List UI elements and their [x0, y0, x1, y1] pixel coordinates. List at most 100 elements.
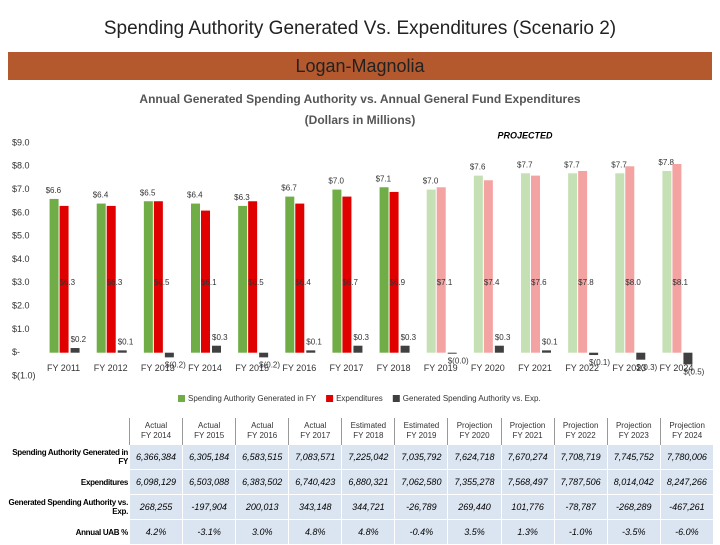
data-label: $6.5	[154, 278, 170, 287]
column-header: Projection FY 2023	[606, 418, 661, 445]
bar	[259, 352, 269, 358]
y-tick-label: $4.0	[12, 254, 30, 264]
bar	[332, 189, 342, 353]
data-label: $0.2	[71, 335, 87, 344]
y-tick-label: $6.0	[12, 207, 30, 217]
data-label: $(0.1)	[589, 358, 610, 367]
data-label: $7.8	[578, 278, 594, 287]
row-label: Generated Spending Authority vs. Exp.	[6, 494, 130, 520]
slide-title: Spending Authority Generated Vs. Expendi…	[103, 18, 617, 39]
y-tick-label: $8.0	[12, 161, 30, 171]
x-tick-label: FY 2020	[471, 363, 505, 373]
column-header: Projection FY 2022	[553, 418, 608, 445]
bar	[238, 205, 248, 353]
data-label: $7.0	[423, 177, 439, 186]
column-header: Actual FY 2015	[182, 418, 236, 445]
table-cell: 7,624,718	[447, 444, 502, 470]
table-cell: 6,366,384	[128, 444, 184, 470]
data-label: $6.3	[234, 193, 250, 202]
bar	[400, 345, 410, 353]
table-cell: 3.0%	[235, 519, 290, 545]
table-cell: -467,261	[659, 494, 715, 520]
column-status: Projection	[456, 421, 493, 430]
table-cell: 3.5%	[447, 519, 502, 545]
x-tick-label: FY 2011	[47, 363, 80, 373]
column-header: Actual FY 2017	[288, 418, 342, 445]
table-cell: -0.4%	[394, 519, 449, 545]
bar	[49, 198, 59, 353]
column-status: Estimated	[350, 421, 387, 430]
column-year: FY 2016	[247, 431, 278, 440]
chart-title: Annual Generated Spending Authority vs. …	[139, 92, 580, 106]
bar	[153, 201, 163, 353]
table-cell: 268,255	[128, 494, 184, 520]
data-label: $(0.2)	[165, 360, 186, 369]
table-cell: 4.8%	[341, 519, 396, 545]
table-cell: 7,062,580	[394, 469, 449, 495]
column-status: Projection	[669, 421, 705, 430]
bar	[96, 203, 106, 353]
bar	[473, 175, 483, 353]
column-header: Actual FY 2016	[235, 418, 289, 445]
table-cell: 8,247,266	[659, 469, 715, 495]
bar	[106, 205, 116, 353]
table-cell: 6,305,184	[182, 444, 237, 470]
table-cell: -6.0%	[659, 519, 715, 545]
column-status: Actual	[144, 421, 168, 430]
legend-label: Spending Authority Generated in FY	[188, 394, 317, 403]
column-year: FY 2017	[300, 431, 331, 440]
y-tick-label: $-	[12, 347, 20, 357]
bar	[531, 175, 540, 353]
data-label: $6.7	[342, 278, 358, 287]
data-label: $6.9	[390, 278, 406, 287]
bar	[295, 203, 305, 353]
data-label: $7.1	[376, 174, 392, 183]
column-status: Projection	[562, 421, 599, 430]
column-year: FY 2015	[194, 431, 225, 440]
y-tick-label: $2.0	[12, 300, 30, 310]
table-cell: 4.8%	[288, 519, 343, 545]
table-cell: 8,014,042	[606, 469, 661, 495]
table-cell: 7,708,719	[553, 444, 608, 470]
data-label: $6.5	[248, 278, 264, 287]
column-year: FY 2014	[140, 431, 172, 440]
table-row: Annual UAB % 4.2% -3.1% 3.0% 4.8% 4.8% -0.4% 3.…	[6, 519, 715, 545]
data-label: $7.0	[328, 177, 344, 186]
corner	[7, 418, 130, 445]
bar	[578, 170, 588, 353]
table-cell: 6,880,321	[341, 469, 396, 495]
bar	[164, 352, 174, 358]
table-cell: 7,083,571	[288, 444, 343, 470]
table-cell: 6,503,088	[182, 469, 237, 495]
table-cell: 7,355,278	[447, 469, 502, 495]
table-cell: 343,148	[288, 494, 343, 520]
legend-swatch	[326, 395, 334, 402]
data-table: Actual FY 2014 Actual FY 2015 Actual FY 2016 A…	[6, 418, 715, 545]
bar	[353, 345, 363, 353]
x-tick-label: FY 2022	[565, 363, 599, 373]
data-label: $(0.3)	[636, 363, 657, 372]
bar	[117, 350, 127, 353]
column-status: Actual	[251, 421, 274, 430]
x-tick-label: FY 2016	[282, 363, 316, 373]
column-status: Projection	[509, 421, 546, 430]
bar	[542, 350, 551, 353]
bar	[70, 348, 80, 353]
data-label: $6.3	[60, 278, 76, 287]
data-label: $7.8	[658, 158, 674, 167]
data-label: $6.5	[140, 188, 156, 197]
row-label: Annual UAB %	[6, 519, 130, 545]
y-tick-label: $(1.0)	[12, 370, 36, 380]
table-cell: 344,721	[341, 494, 396, 520]
column-header: Estimated FY 2018	[341, 418, 395, 445]
bar	[426, 189, 436, 353]
table-cell: 101,776	[500, 494, 555, 520]
table-cell: -78,787	[553, 494, 608, 520]
data-label: $(0.2)	[259, 360, 280, 369]
table-cell: 7,787,506	[553, 469, 608, 495]
table-cell: 6,740,423	[288, 469, 343, 495]
table-row: Expenditures 6,098,129 6,503,088 6,383,502 6…	[6, 469, 715, 495]
data-label: $7.6	[531, 278, 547, 287]
data-label: $6.4	[295, 278, 311, 287]
